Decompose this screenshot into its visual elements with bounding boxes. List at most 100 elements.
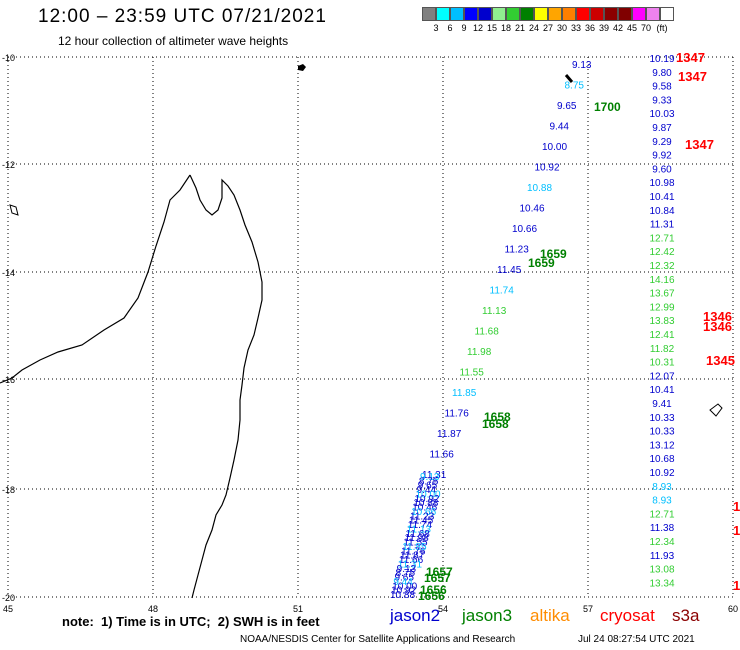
satellite-jason3: jason3 — [462, 606, 513, 625]
footer-credit: NOAA/NESDIS Center for Satellite Applica… — [240, 634, 516, 645]
y-tick-label: -10 — [2, 53, 15, 63]
scale-swatch — [520, 7, 534, 21]
track-value: 10.92 — [535, 163, 560, 174]
scale-swatch — [506, 7, 520, 21]
axis-tick-labels: 45 48 51 54 57 60-10-12-14-16-18-20 — [2, 53, 738, 614]
track-value: 10.00 — [542, 142, 567, 153]
track-value: 11.23 — [410, 511, 435, 522]
jason3-time: 1700 — [594, 100, 621, 114]
track-value: 10.66 — [512, 224, 537, 235]
scale-label: 15 — [486, 23, 497, 33]
x-tick-label: 57 — [583, 604, 593, 614]
track-value: 11.13 — [482, 306, 507, 317]
lat-lon-grid — [7, 56, 734, 598]
column-value: 12.71 — [649, 509, 674, 520]
island-north — [298, 64, 306, 71]
column-value: 11.82 — [650, 344, 675, 355]
scale-label: 3 — [433, 23, 439, 33]
column-value: 9.87 — [652, 123, 672, 134]
island-west — [9, 204, 19, 216]
track-value: 10.88 — [390, 590, 415, 601]
column-value: 12.32 — [649, 261, 674, 272]
track-value: 11.87 — [400, 551, 425, 562]
y-tick-label: -20 — [2, 593, 15, 603]
column-value: 13.12 — [649, 440, 674, 451]
jason3-time: 1656 — [418, 589, 445, 603]
scale-label: 70 — [640, 23, 651, 33]
x-tick-label: 48 — [148, 604, 158, 614]
track-value: 11.85 — [402, 542, 427, 553]
column-value: 12.34 — [649, 537, 674, 548]
scale-label: 33 — [570, 23, 581, 33]
x-tick-label: 51 — [293, 604, 303, 614]
track-value: 9.44 — [393, 577, 413, 588]
column-value: 9.58 — [652, 82, 672, 93]
footer-timestamp: Jul 24 08:27:54 UTC 2021 — [578, 634, 695, 645]
satellite-altika: altika — [530, 606, 570, 625]
track-value: 10.92 — [391, 586, 416, 597]
track-value: 9.65 — [557, 101, 577, 112]
cryosat-time: 13 — [733, 578, 740, 593]
cryosat-time: 1347 — [678, 69, 707, 84]
track-value: 11.74 — [490, 286, 515, 297]
track-start-marker — [564, 74, 574, 83]
scale-label: 12 — [472, 23, 483, 33]
column-value: 10.68 — [649, 454, 674, 465]
track-value: 11.98 — [404, 533, 429, 544]
track-value: 11.66 — [430, 450, 455, 461]
column-value: 11.31 — [650, 220, 675, 231]
column-value: 9.92 — [652, 151, 672, 162]
y-tick-label: -18 — [2, 485, 15, 495]
track-value: 10.66 — [411, 507, 436, 518]
column-value: 10.33 — [649, 413, 674, 424]
column-value: 10.84 — [649, 206, 674, 217]
scale-swatch — [464, 7, 478, 21]
y-tick-label: -14 — [2, 268, 15, 278]
column-value: 11.93 — [650, 551, 675, 562]
track-value: 11.98 — [467, 347, 492, 358]
track-value: 11.31 — [422, 470, 447, 481]
jason3-time: 1656 — [420, 583, 447, 597]
jason3-time: 1658 — [484, 410, 511, 424]
scale-swatch — [632, 7, 646, 21]
satellite-cryosat: cryosat — [600, 606, 655, 625]
jason3-time: 1659 — [528, 256, 555, 270]
jason3-time: 1657 — [424, 571, 451, 585]
scale-label: 36 — [584, 23, 595, 33]
x-tick-label: 60 — [728, 604, 738, 614]
column-value: 8.93 — [652, 496, 672, 507]
page-title: 12:00 – 23:59 UTC 07/21/2021 — [38, 6, 327, 27]
scale-swatch — [604, 7, 618, 21]
track-value: 11.68 — [406, 529, 431, 540]
page-subtitle: 12 hour collection of altimeter wave hei… — [58, 34, 289, 48]
track-value: 11.66 — [399, 555, 424, 566]
track-value: 11.45 — [409, 516, 434, 527]
column-value: 13.67 — [649, 289, 674, 300]
track-value: 10.00 — [416, 489, 441, 500]
track-value: 10.88 — [413, 498, 438, 509]
column-value: 10.33 — [649, 427, 674, 438]
scale-label: 27 — [542, 23, 553, 33]
track-value: 11.13 — [407, 524, 432, 535]
x-tick-label: 54 — [438, 604, 448, 614]
track-value: 11.76 — [445, 409, 470, 420]
track-value: 9.65 — [394, 573, 414, 584]
scale-label: 6 — [447, 23, 453, 33]
scale-swatch — [492, 7, 506, 21]
scale-swatch — [562, 7, 576, 21]
track-value: 9.44 — [550, 122, 570, 133]
scale-swatch — [422, 7, 436, 21]
track-value: 8.75 — [565, 81, 585, 92]
cryosat-time: 134 — [733, 499, 740, 514]
scale-label: 21 — [514, 23, 525, 33]
scale-swatch — [590, 7, 604, 21]
note-text: note: 1) Time is in UTC; 2) SWH is in fe… — [62, 614, 320, 629]
track-value: 11.55 — [403, 538, 428, 549]
scale-unit: (ft) — [656, 23, 668, 33]
track-value: 11.55 — [460, 368, 485, 379]
track-value: 11.76 — [401, 546, 426, 557]
column-value: 10.41 — [649, 192, 674, 203]
column-value: 10.31 — [649, 358, 674, 369]
